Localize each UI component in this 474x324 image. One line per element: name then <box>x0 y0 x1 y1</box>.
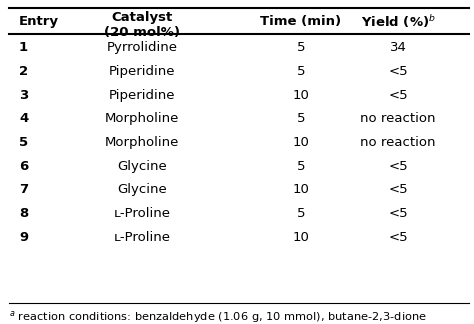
Text: Morpholine: Morpholine <box>105 136 179 149</box>
Text: <5: <5 <box>388 160 408 173</box>
Text: <5: <5 <box>388 89 408 102</box>
Text: 4: 4 <box>19 112 28 125</box>
Text: Entry: Entry <box>19 15 59 28</box>
Text: <5: <5 <box>388 231 408 244</box>
Text: <5: <5 <box>388 183 408 196</box>
Text: 10: 10 <box>292 89 310 102</box>
Text: ʟ-Proline: ʟ-Proline <box>114 231 171 244</box>
Text: Pyrrolidine: Pyrrolidine <box>107 41 178 54</box>
Text: no reaction: no reaction <box>360 136 436 149</box>
Text: Catalyst
(20 mol%): Catalyst (20 mol%) <box>104 11 180 39</box>
Text: 9: 9 <box>19 231 28 244</box>
Text: Glycine: Glycine <box>118 160 167 173</box>
Text: <5: <5 <box>388 65 408 78</box>
Text: 5: 5 <box>297 207 305 220</box>
Text: <5: <5 <box>388 207 408 220</box>
Text: Morpholine: Morpholine <box>105 112 179 125</box>
Text: 10: 10 <box>292 183 310 196</box>
Text: 7: 7 <box>19 183 28 196</box>
Text: 10: 10 <box>292 231 310 244</box>
Text: Glycine: Glycine <box>118 183 167 196</box>
Text: Piperidine: Piperidine <box>109 65 175 78</box>
Text: 3: 3 <box>19 89 28 102</box>
Text: Time (min): Time (min) <box>260 15 342 28</box>
Text: 8: 8 <box>19 207 28 220</box>
Text: 34: 34 <box>390 41 407 54</box>
Text: 5: 5 <box>19 136 28 149</box>
Text: 5: 5 <box>297 160 305 173</box>
Text: Yield (%)$^{b}$: Yield (%)$^{b}$ <box>361 13 436 29</box>
Text: 6: 6 <box>19 160 28 173</box>
Text: Piperidine: Piperidine <box>109 89 175 102</box>
Text: 2: 2 <box>19 65 28 78</box>
Text: ʟ-Proline: ʟ-Proline <box>114 207 171 220</box>
Text: 5: 5 <box>297 41 305 54</box>
Text: $^{a}$ reaction conditions: benzaldehyde (1.06 g, 10 mmol), butane-2,3-dione
(0.: $^{a}$ reaction conditions: benzaldehyde… <box>9 309 428 324</box>
Text: 1: 1 <box>19 41 28 54</box>
Text: 10: 10 <box>292 136 310 149</box>
Text: 5: 5 <box>297 112 305 125</box>
Text: 5: 5 <box>297 65 305 78</box>
Text: no reaction: no reaction <box>360 112 436 125</box>
